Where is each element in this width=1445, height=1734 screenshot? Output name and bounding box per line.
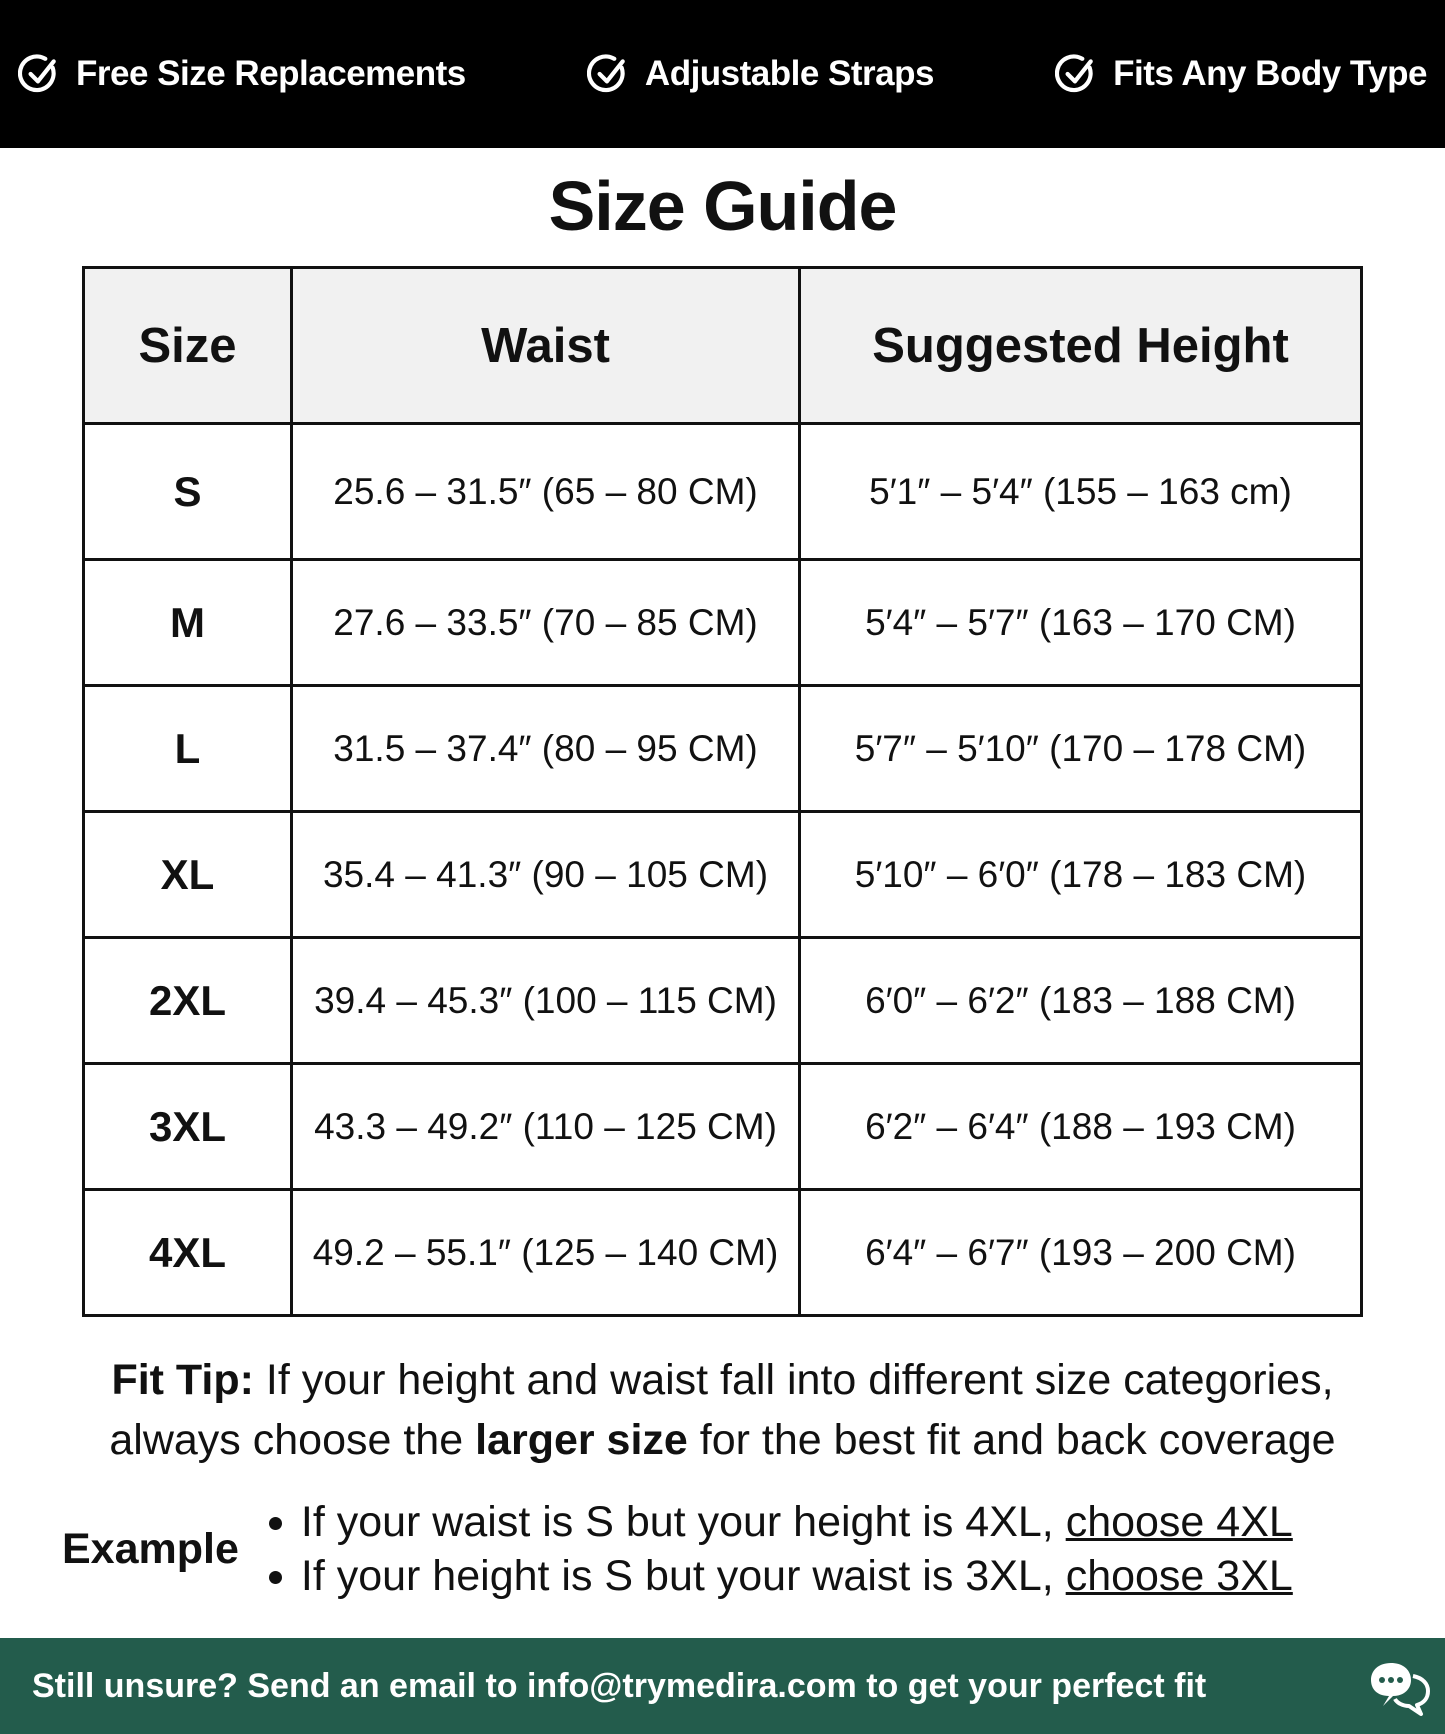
- fit-tip: Fit Tip: If your height and waist fall i…: [0, 1350, 1445, 1470]
- check-circle-icon: [586, 54, 625, 93]
- height-cell: 5′1″ – 5′4″ (155 – 163 cm): [798, 422, 1363, 561]
- size-cell: 3XL: [82, 1062, 293, 1191]
- example-list: If your waist is S but your height is 4X…: [257, 1495, 1293, 1603]
- table-row: S 25.6 – 31.5″ (65 – 80 CM) 5′1″ – 5′4″ (1…: [82, 422, 1363, 561]
- fit-tip-text: always choose the: [109, 1416, 476, 1464]
- size-cell: S: [82, 422, 293, 561]
- example-section: Example If your waist is S but your heig…: [62, 1495, 1293, 1603]
- header-waist: Waist: [290, 266, 801, 425]
- footer-text: Still unsure? Send an email to info@trym…: [32, 1666, 1207, 1705]
- example-label: Example: [62, 1524, 239, 1573]
- waist-cell: 25.6 – 31.5″ (65 – 80 CM): [290, 422, 801, 561]
- feature-label: Free Size Replacements: [76, 54, 466, 93]
- feature-label: Fits Any Body Type: [1113, 54, 1427, 93]
- table-row: M 27.6 – 33.5″ (70 – 85 CM) 5′4″ – 5′7″ (1…: [82, 558, 1363, 687]
- fit-tip-label: Fit Tip:: [111, 1356, 254, 1404]
- height-cell: 5′4″ – 5′7″ (163 – 170 CM): [798, 558, 1363, 687]
- size-cell: 4XL: [82, 1188, 293, 1317]
- check-circle-icon: [1055, 54, 1093, 93]
- table-row: 3XL 43.3 – 49.2″ (110 – 125 CM) 6′2″ – 6′4…: [82, 1062, 1363, 1191]
- example-text: If your waist is S but your height is 4X…: [300, 1498, 1066, 1546]
- fit-tip-bold: larger size: [475, 1416, 688, 1464]
- height-cell: 6′4″ – 6′7″ (193 – 200 CM): [798, 1188, 1363, 1317]
- features-bar: Free Size Replacements Adjustable Straps…: [0, 0, 1445, 148]
- waist-cell: 31.5 – 37.4″ (80 – 95 CM): [290, 684, 801, 813]
- example-choice: choose 3XL: [1065, 1552, 1293, 1600]
- example-item: If your waist is S but your height is 4X…: [301, 1495, 1293, 1549]
- page-title: Size Guide: [548, 167, 898, 245]
- size-cell: M: [82, 558, 293, 687]
- size-table: Size Waist Suggested Height S 25.6 – 31.5…: [82, 266, 1363, 1317]
- feature-fits-any-body-type: Fits Any Body Type: [1055, 53, 1427, 95]
- fit-tip-text: for the best fit and back coverage: [687, 1416, 1336, 1464]
- table-row: L 31.5 – 37.4″ (80 – 95 CM) 5′7″ – 5′10″ (…: [82, 684, 1363, 813]
- example-item: If your height is S but your waist is 3X…: [301, 1549, 1293, 1603]
- chat-bubbles-icon: [1371, 1663, 1430, 1716]
- header-size: Size: [82, 266, 293, 425]
- height-cell: 6′2″ – 6′4″ (188 – 193 CM): [798, 1062, 1363, 1191]
- fit-tip-text: If your height and waist fall into diffe…: [253, 1356, 1334, 1404]
- check-circle-icon: [18, 54, 56, 93]
- size-cell: XL: [82, 810, 293, 939]
- height-cell: 6′0″ – 6′2″ (183 – 188 CM): [798, 936, 1363, 1065]
- example-choice: choose 4XL: [1065, 1498, 1293, 1546]
- feature-adjustable-straps: Adjustable Straps: [586, 53, 935, 95]
- waist-cell: 43.3 – 49.2″ (110 – 125 CM): [290, 1062, 801, 1191]
- table-row: 4XL 49.2 – 55.1″ (125 – 140 CM) 6′4″ – 6′7…: [82, 1188, 1363, 1317]
- waist-cell: 35.4 – 41.3″ (90 – 105 CM): [290, 810, 801, 939]
- header-height: Suggested Height: [798, 266, 1363, 425]
- waist-cell: 39.4 – 45.3″ (100 – 115 CM): [290, 936, 801, 1065]
- size-cell: L: [82, 684, 293, 813]
- table-row: XL 35.4 – 41.3″ (90 – 105 CM) 5′10″ – 6′0″…: [82, 810, 1363, 939]
- feature-free-size-replacements: Free Size Replacements: [18, 53, 466, 95]
- height-cell: 5′10″ – 6′0″ (178 – 183 CM): [798, 810, 1363, 939]
- table-header-row: Size Waist Suggested Height: [82, 266, 1363, 425]
- example-text: If your height is S but your waist is 3X…: [300, 1552, 1066, 1600]
- feature-label: Adjustable Straps: [644, 54, 935, 93]
- size-cell: 2XL: [82, 936, 293, 1065]
- contact-footer: Still unsure? Send an email to info@trym…: [0, 1638, 1445, 1734]
- table-row: 2XL 39.4 – 45.3″ (100 – 115 CM) 6′0″ – 6′2…: [82, 936, 1363, 1065]
- waist-cell: 27.6 – 33.5″ (70 – 85 CM): [290, 558, 801, 687]
- waist-cell: 49.2 – 55.1″ (125 – 140 CM): [290, 1188, 801, 1317]
- height-cell: 5′7″ – 5′10″ (170 – 178 CM): [798, 684, 1363, 813]
